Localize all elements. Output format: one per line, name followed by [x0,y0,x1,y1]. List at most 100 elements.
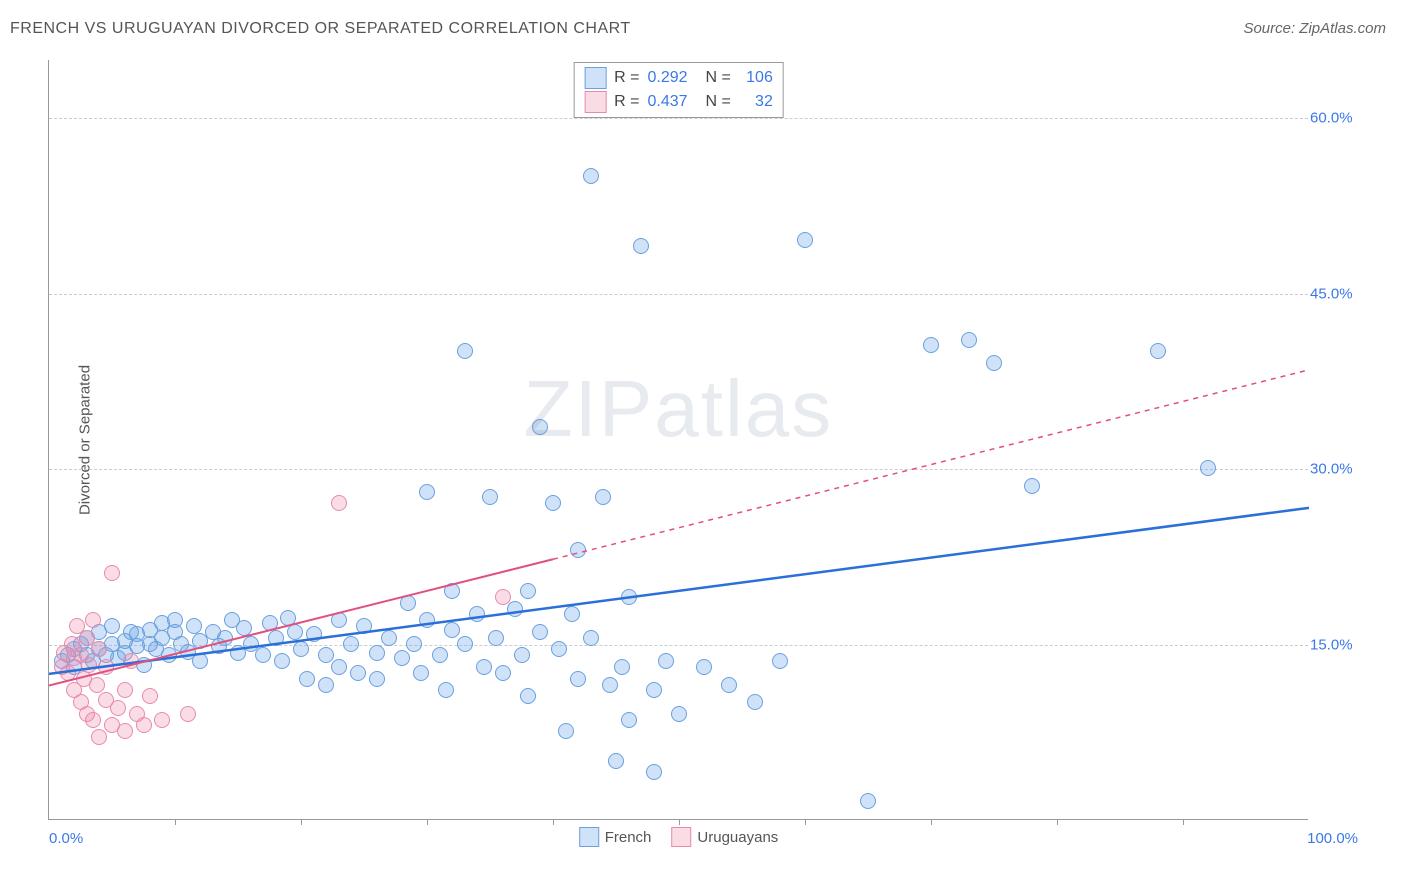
legend-item: Uruguayans [671,827,778,847]
scatter-point [236,620,252,636]
x-tick [301,819,302,825]
scatter-point [91,641,107,657]
scatter-point [331,495,347,511]
scatter-point [923,337,939,353]
x-tick [1183,819,1184,825]
scatter-point [350,665,366,681]
y-tick-label: 30.0% [1310,461,1358,478]
scatter-point [331,659,347,675]
scatter-point [646,764,662,780]
scatter-point [532,419,548,435]
scatter-point [772,653,788,669]
scatter-point [444,622,460,638]
scatter-point [274,653,290,669]
scatter-point [608,753,624,769]
scatter-point [255,647,271,663]
scatter-point [570,671,586,687]
gridline-h [49,118,1308,119]
scatter-point [551,641,567,657]
legend-n-value: 106 [739,69,773,87]
scatter-point [646,682,662,698]
scatter-point [89,677,105,693]
scatter-point [142,688,158,704]
scatter-point [331,612,347,628]
legend-row: R =0.292N =106 [584,66,773,90]
scatter-point [306,626,322,642]
scatter-point [444,583,460,599]
x-tick [679,819,680,825]
scatter-point [117,723,133,739]
scatter-chart: Divorced or Separated ZIPatlas R =0.292N… [48,60,1358,820]
scatter-point [482,489,498,505]
scatter-point [268,630,284,646]
legend-r-value: 0.437 [648,93,698,111]
y-tick-label: 15.0% [1310,636,1358,653]
watermark: ZIPatlas [524,363,833,455]
x-axis-max-label: 100.0% [1307,830,1358,847]
scatter-point [356,618,372,634]
scatter-point [369,671,385,687]
scatter-point [104,618,120,634]
scatter-point [658,653,674,669]
scatter-point [495,589,511,605]
scatter-point [457,636,473,652]
scatter-point [583,630,599,646]
scatter-point [495,665,511,681]
scatter-point [514,647,530,663]
scatter-point [60,665,76,681]
scatter-point [488,630,504,646]
scatter-point [602,677,618,693]
scatter-point [469,606,485,622]
legend-swatch [579,827,599,847]
y-tick-label: 45.0% [1310,285,1358,302]
scatter-point [621,589,637,605]
legend-n-label: N = [706,69,731,87]
x-tick [1057,819,1058,825]
chart-title: FRENCH VS URUGUAYAN DIVORCED OR SEPARATE… [10,20,631,38]
scatter-point [167,612,183,628]
legend-series-name: Uruguayans [697,829,778,846]
scatter-point [91,729,107,745]
x-tick [805,819,806,825]
scatter-point [507,601,523,617]
scatter-point [520,688,536,704]
gridline-h [49,294,1308,295]
x-tick [553,819,554,825]
scatter-point [85,612,101,628]
y-tick-label: 60.0% [1310,110,1358,127]
scatter-point [369,645,385,661]
scatter-point [438,682,454,698]
scatter-point [671,706,687,722]
scatter-point [262,615,278,631]
scatter-point [123,653,139,669]
scatter-point [186,618,202,634]
scatter-point [192,653,208,669]
gridline-h [49,469,1308,470]
scatter-point [419,612,435,628]
legend-r-value: 0.292 [648,69,698,87]
scatter-point [413,665,429,681]
scatter-point [721,677,737,693]
scatter-point [476,659,492,675]
scatter-point [110,700,126,716]
scatter-point [696,659,712,675]
scatter-point [104,565,120,581]
scatter-point [299,671,315,687]
x-tick [175,819,176,825]
legend-n-value: 32 [739,93,773,111]
scatter-point [1024,478,1040,494]
scatter-point [621,712,637,728]
x-tick [931,819,932,825]
x-axis-min-label: 0.0% [49,830,83,847]
scatter-point [161,647,177,663]
scatter-point [81,657,97,673]
legend-row: R =0.437N =32 [584,90,773,114]
scatter-point [532,624,548,640]
legend-n-label: N = [706,93,731,111]
scatter-point [85,712,101,728]
legend-series: FrenchUruguayans [579,827,779,847]
legend-swatch [584,67,606,89]
scatter-point [558,723,574,739]
scatter-point [986,355,1002,371]
scatter-point [293,641,309,657]
